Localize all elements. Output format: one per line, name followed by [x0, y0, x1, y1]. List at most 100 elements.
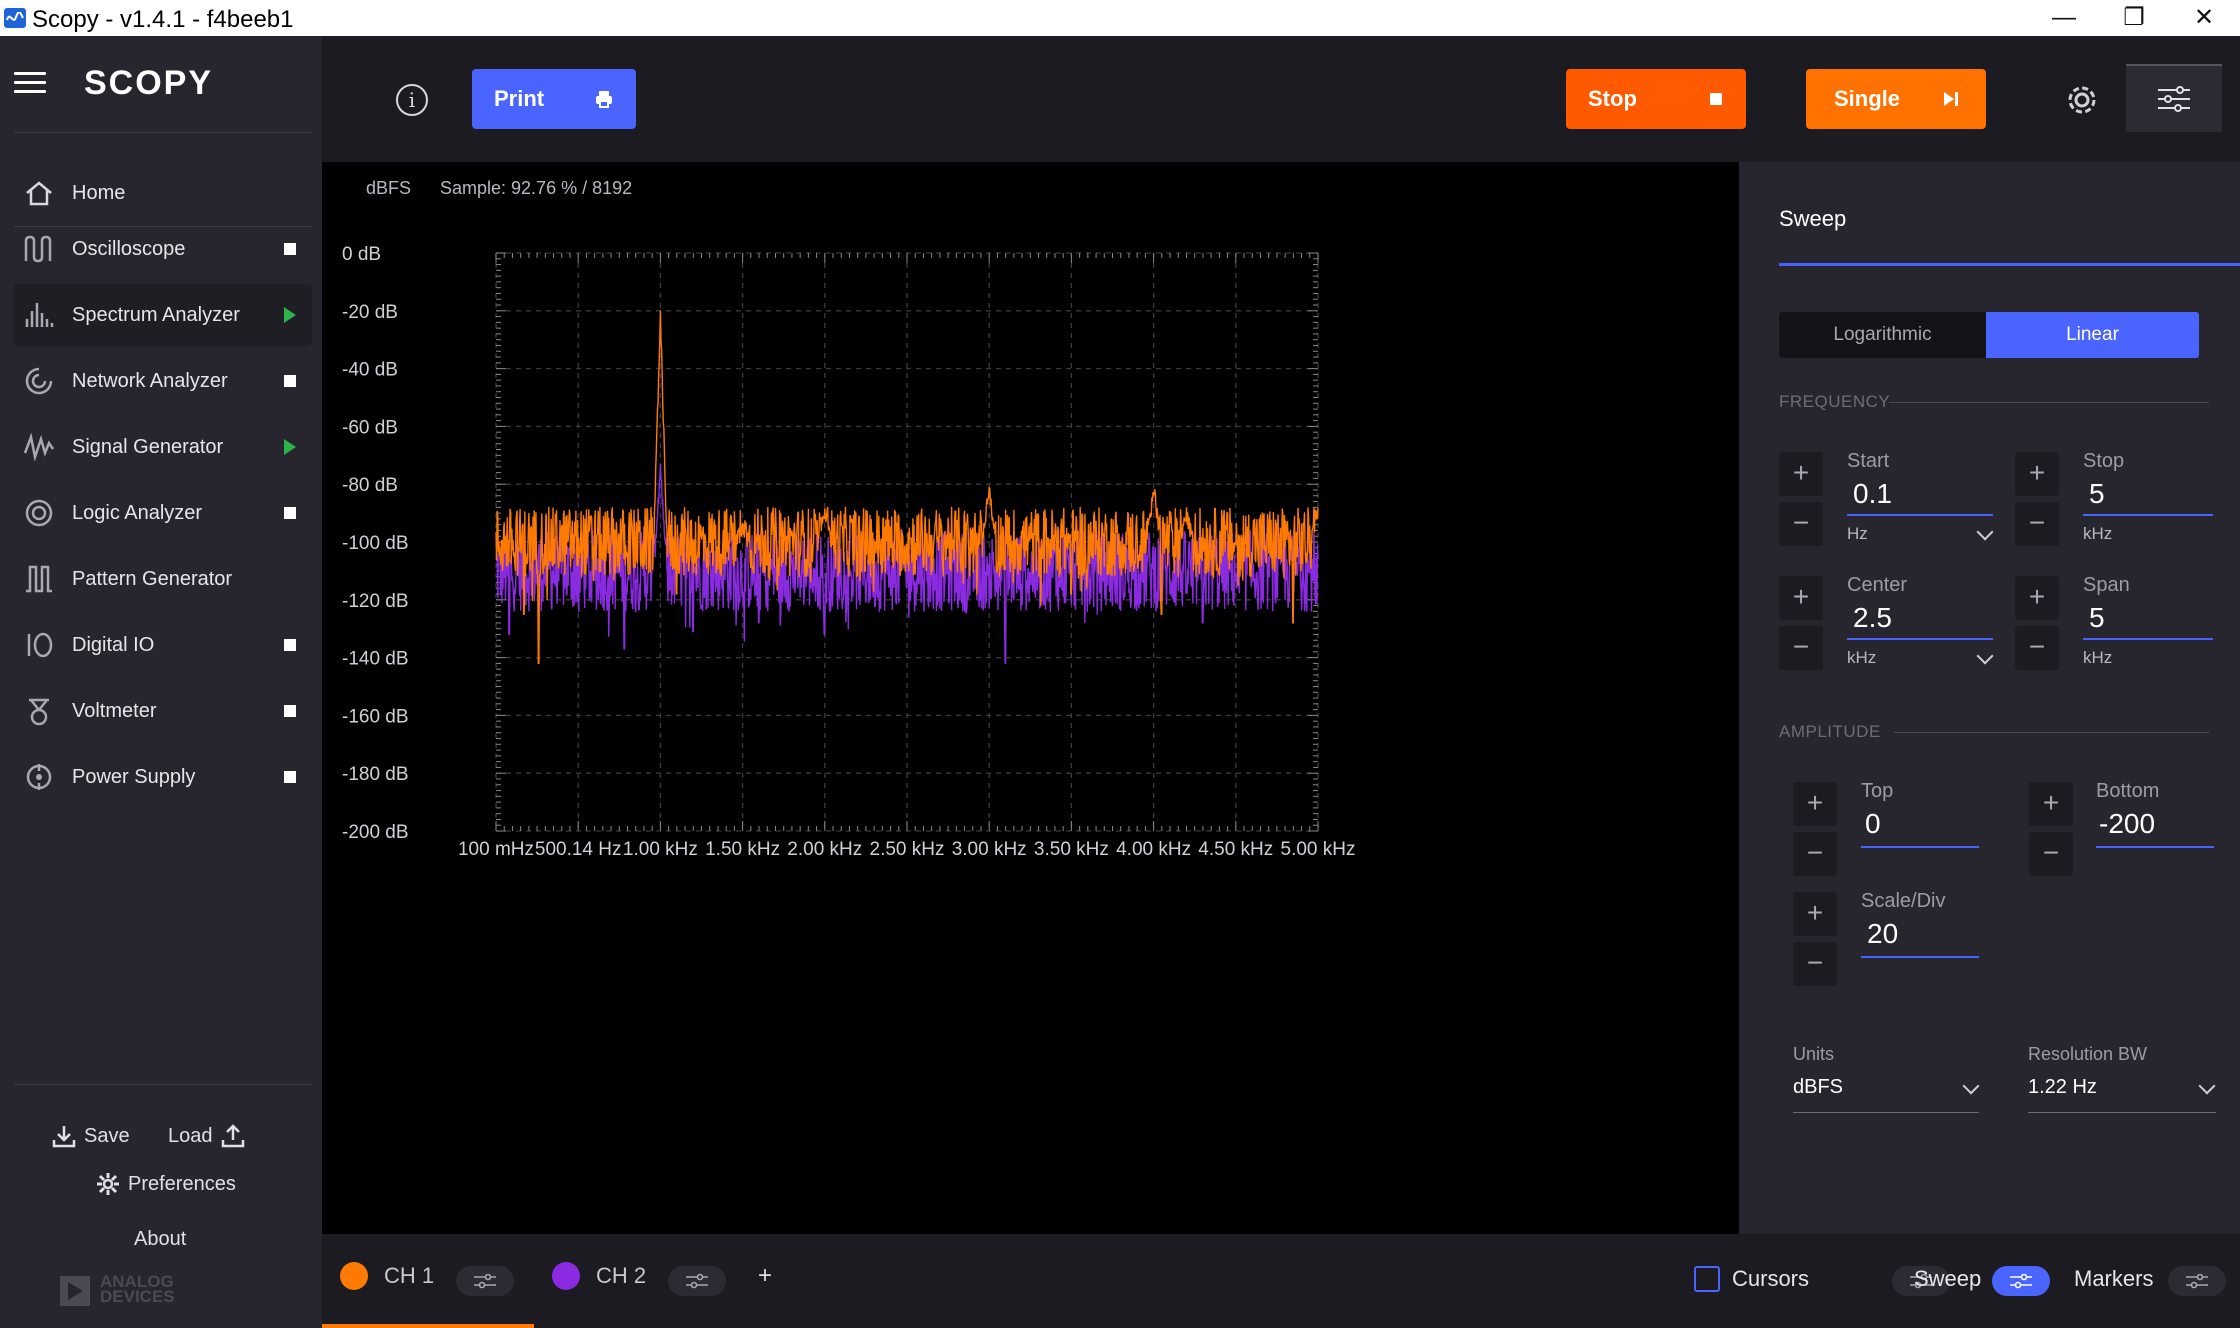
- info-icon[interactable]: i: [396, 84, 428, 116]
- top-decrement-button[interactable]: −: [1793, 832, 1837, 876]
- center-input[interactable]: 2.5: [1853, 602, 1892, 633]
- add-channel-button[interactable]: +: [758, 1262, 773, 1289]
- center-unit: kHz: [1847, 648, 1877, 667]
- bottom-decrement-button[interactable]: −: [2029, 832, 2073, 876]
- x-tick-label: 1.50 kHz: [705, 839, 780, 860]
- settings-menu-toggle[interactable]: [2126, 64, 2222, 132]
- sidebar-item-logic-analyzer[interactable]: Logic Analyzer: [14, 482, 312, 544]
- span-increment-button[interactable]: +: [2015, 576, 2059, 620]
- sidebar-item-label: Power Supply: [72, 765, 196, 788]
- sidebar-item-signal-generator[interactable]: Signal Generator: [14, 416, 312, 478]
- sidebar-item-label: Voltmeter: [72, 699, 157, 722]
- sidebar-item-digital-io[interactable]: Digital IO: [14, 614, 312, 676]
- sidebar-item-oscilloscope[interactable]: Oscilloscope: [14, 218, 312, 280]
- stop-input-underline: [2083, 514, 2213, 516]
- sidebar-item-voltmeter[interactable]: Voltmeter: [14, 680, 312, 742]
- ch2-settings-toggle[interactable]: [668, 1266, 726, 1296]
- save-button[interactable]: Save: [52, 1124, 130, 1148]
- stop-freq-input[interactable]: 5: [2089, 478, 2105, 509]
- markers-settings-toggle[interactable]: [2168, 1266, 2226, 1296]
- minimize-button[interactable]: —: [2052, 4, 2076, 31]
- span-input-underline: [2083, 638, 2213, 640]
- preferences-gear-icon: [97, 1173, 119, 1195]
- units-select[interactable]: dBFS: [1793, 1076, 1844, 1098]
- span-input[interactable]: 5: [2089, 602, 2105, 633]
- stop-decrement-button[interactable]: −: [2015, 502, 2059, 546]
- linear-scale-button[interactable]: Linear: [1986, 312, 2199, 358]
- x-tick-label: 1.00 kHz: [623, 839, 698, 860]
- cursors-settings-toggle[interactable]: [1892, 1266, 1950, 1296]
- sidebar-item-label: Logic Analyzer: [72, 501, 203, 524]
- sidebar-item-pattern-generator[interactable]: Pattern Generator: [14, 548, 312, 610]
- stop-square-icon: [1710, 93, 1722, 105]
- preferences-button[interactable]: Preferences: [96, 1172, 236, 1196]
- load-button[interactable]: Load: [168, 1124, 245, 1148]
- single-button[interactable]: Single: [1806, 69, 1986, 129]
- top-toolbar: i Print Stop Single: [322, 36, 2240, 162]
- start-unit: Hz: [1847, 524, 1868, 543]
- sidebar-item-spectrum-analyzer[interactable]: Spectrum Analyzer: [14, 284, 312, 346]
- bottom-increment-button[interactable]: +: [2029, 782, 2073, 826]
- center-increment-button[interactable]: +: [1779, 576, 1823, 620]
- pattern-generator-icon: [20, 560, 58, 598]
- cursors-checkbox[interactable]: [1694, 1266, 1720, 1292]
- y-tick-label: -120 dB: [342, 591, 409, 612]
- stop-button[interactable]: Stop: [1566, 69, 1746, 129]
- sample-status: Sample: 92.76 % / 8192: [440, 178, 633, 198]
- about-button[interactable]: About: [134, 1228, 187, 1250]
- units-select-underline: [1793, 1112, 1979, 1113]
- sidebar-item-label: Oscilloscope: [72, 237, 186, 260]
- app-icon: [4, 8, 26, 28]
- y-tick-label: -100 dB: [342, 533, 409, 554]
- settings-gear-icon[interactable]: [2062, 80, 2102, 120]
- restore-button[interactable]: ❐: [2123, 4, 2145, 31]
- ch1-settings-toggle[interactable]: [456, 1266, 514, 1296]
- top-input[interactable]: 0: [1865, 808, 1881, 839]
- sidebar-item-power-supply[interactable]: Power Supply: [14, 746, 312, 808]
- logarithmic-scale-button[interactable]: Logarithmic: [1779, 312, 1986, 358]
- center-decrement-button[interactable]: −: [1779, 626, 1823, 670]
- start-decrement-button[interactable]: −: [1779, 502, 1823, 546]
- bottom-input-underline: [2096, 846, 2214, 848]
- top-increment-button[interactable]: +: [1793, 782, 1837, 826]
- rbw-chevron-down-icon[interactable]: [2198, 1077, 2216, 1095]
- sweep-label: Sweep: [1914, 1266, 1982, 1291]
- center-unit-chevron-down-icon[interactable]: [1976, 647, 1994, 665]
- scalediv-increment-button[interactable]: +: [1793, 892, 1837, 936]
- signal-generator-icon: [20, 428, 58, 466]
- sidebar-item-home[interactable]: Home: [14, 160, 312, 226]
- y-tick-label: -40 dB: [342, 360, 398, 381]
- rbw-select-underline: [2028, 1112, 2216, 1113]
- scalediv-input[interactable]: 20: [1867, 918, 1899, 949]
- frequency-section-label: FREQUENCY: [1779, 392, 1891, 411]
- span-decrement-button[interactable]: −: [2015, 626, 2059, 670]
- stop-status-icon: [284, 771, 296, 783]
- trace-ch2: [495, 463, 1319, 665]
- sweep-settings-toggle[interactable]: [1992, 1266, 2050, 1296]
- close-button[interactable]: ✕: [2193, 4, 2215, 31]
- channel-bar: CH 1 CH 2 + Cursors Sweep Markers: [322, 1234, 2240, 1328]
- start-unit-chevron-down-icon[interactable]: [1976, 523, 1994, 541]
- sliders-icon: [2186, 1273, 2208, 1289]
- load-icon: [221, 1124, 244, 1148]
- start-label: Start: [1847, 450, 1890, 472]
- hamburger-menu-icon[interactable]: [14, 72, 46, 94]
- scalediv-decrement-button[interactable]: −: [1793, 942, 1837, 986]
- channel-1-button[interactable]: CH 1: [340, 1262, 434, 1290]
- sidebar-item-network-analyzer[interactable]: Network Analyzer: [14, 350, 312, 412]
- y-tick-label: -80 dB: [342, 475, 398, 496]
- bottom-input[interactable]: -200: [2099, 808, 2156, 839]
- sliders-icon: [2010, 1273, 2032, 1289]
- channel-2-button[interactable]: CH 2: [552, 1262, 646, 1290]
- stop-increment-button[interactable]: +: [2015, 452, 2059, 496]
- sidebar-item-label: Digital IO: [72, 633, 155, 656]
- rbw-select[interactable]: 1.22 Hz: [2028, 1076, 2097, 1098]
- app-logo: SCOPY: [84, 64, 214, 102]
- start-increment-button[interactable]: +: [1779, 452, 1823, 496]
- print-button[interactable]: Print: [472, 69, 636, 129]
- sidebar-divider: [14, 226, 312, 227]
- x-tick-label: 3.50 kHz: [1034, 839, 1109, 860]
- start-input[interactable]: 0.1: [1853, 478, 1892, 509]
- units-chevron-down-icon[interactable]: [1962, 1077, 1980, 1095]
- spectrum-chart[interactable]: 0 dB -20 dB -40 dB -60 dB -80 dB -100 dB -120 …: [322, 162, 1739, 1234]
